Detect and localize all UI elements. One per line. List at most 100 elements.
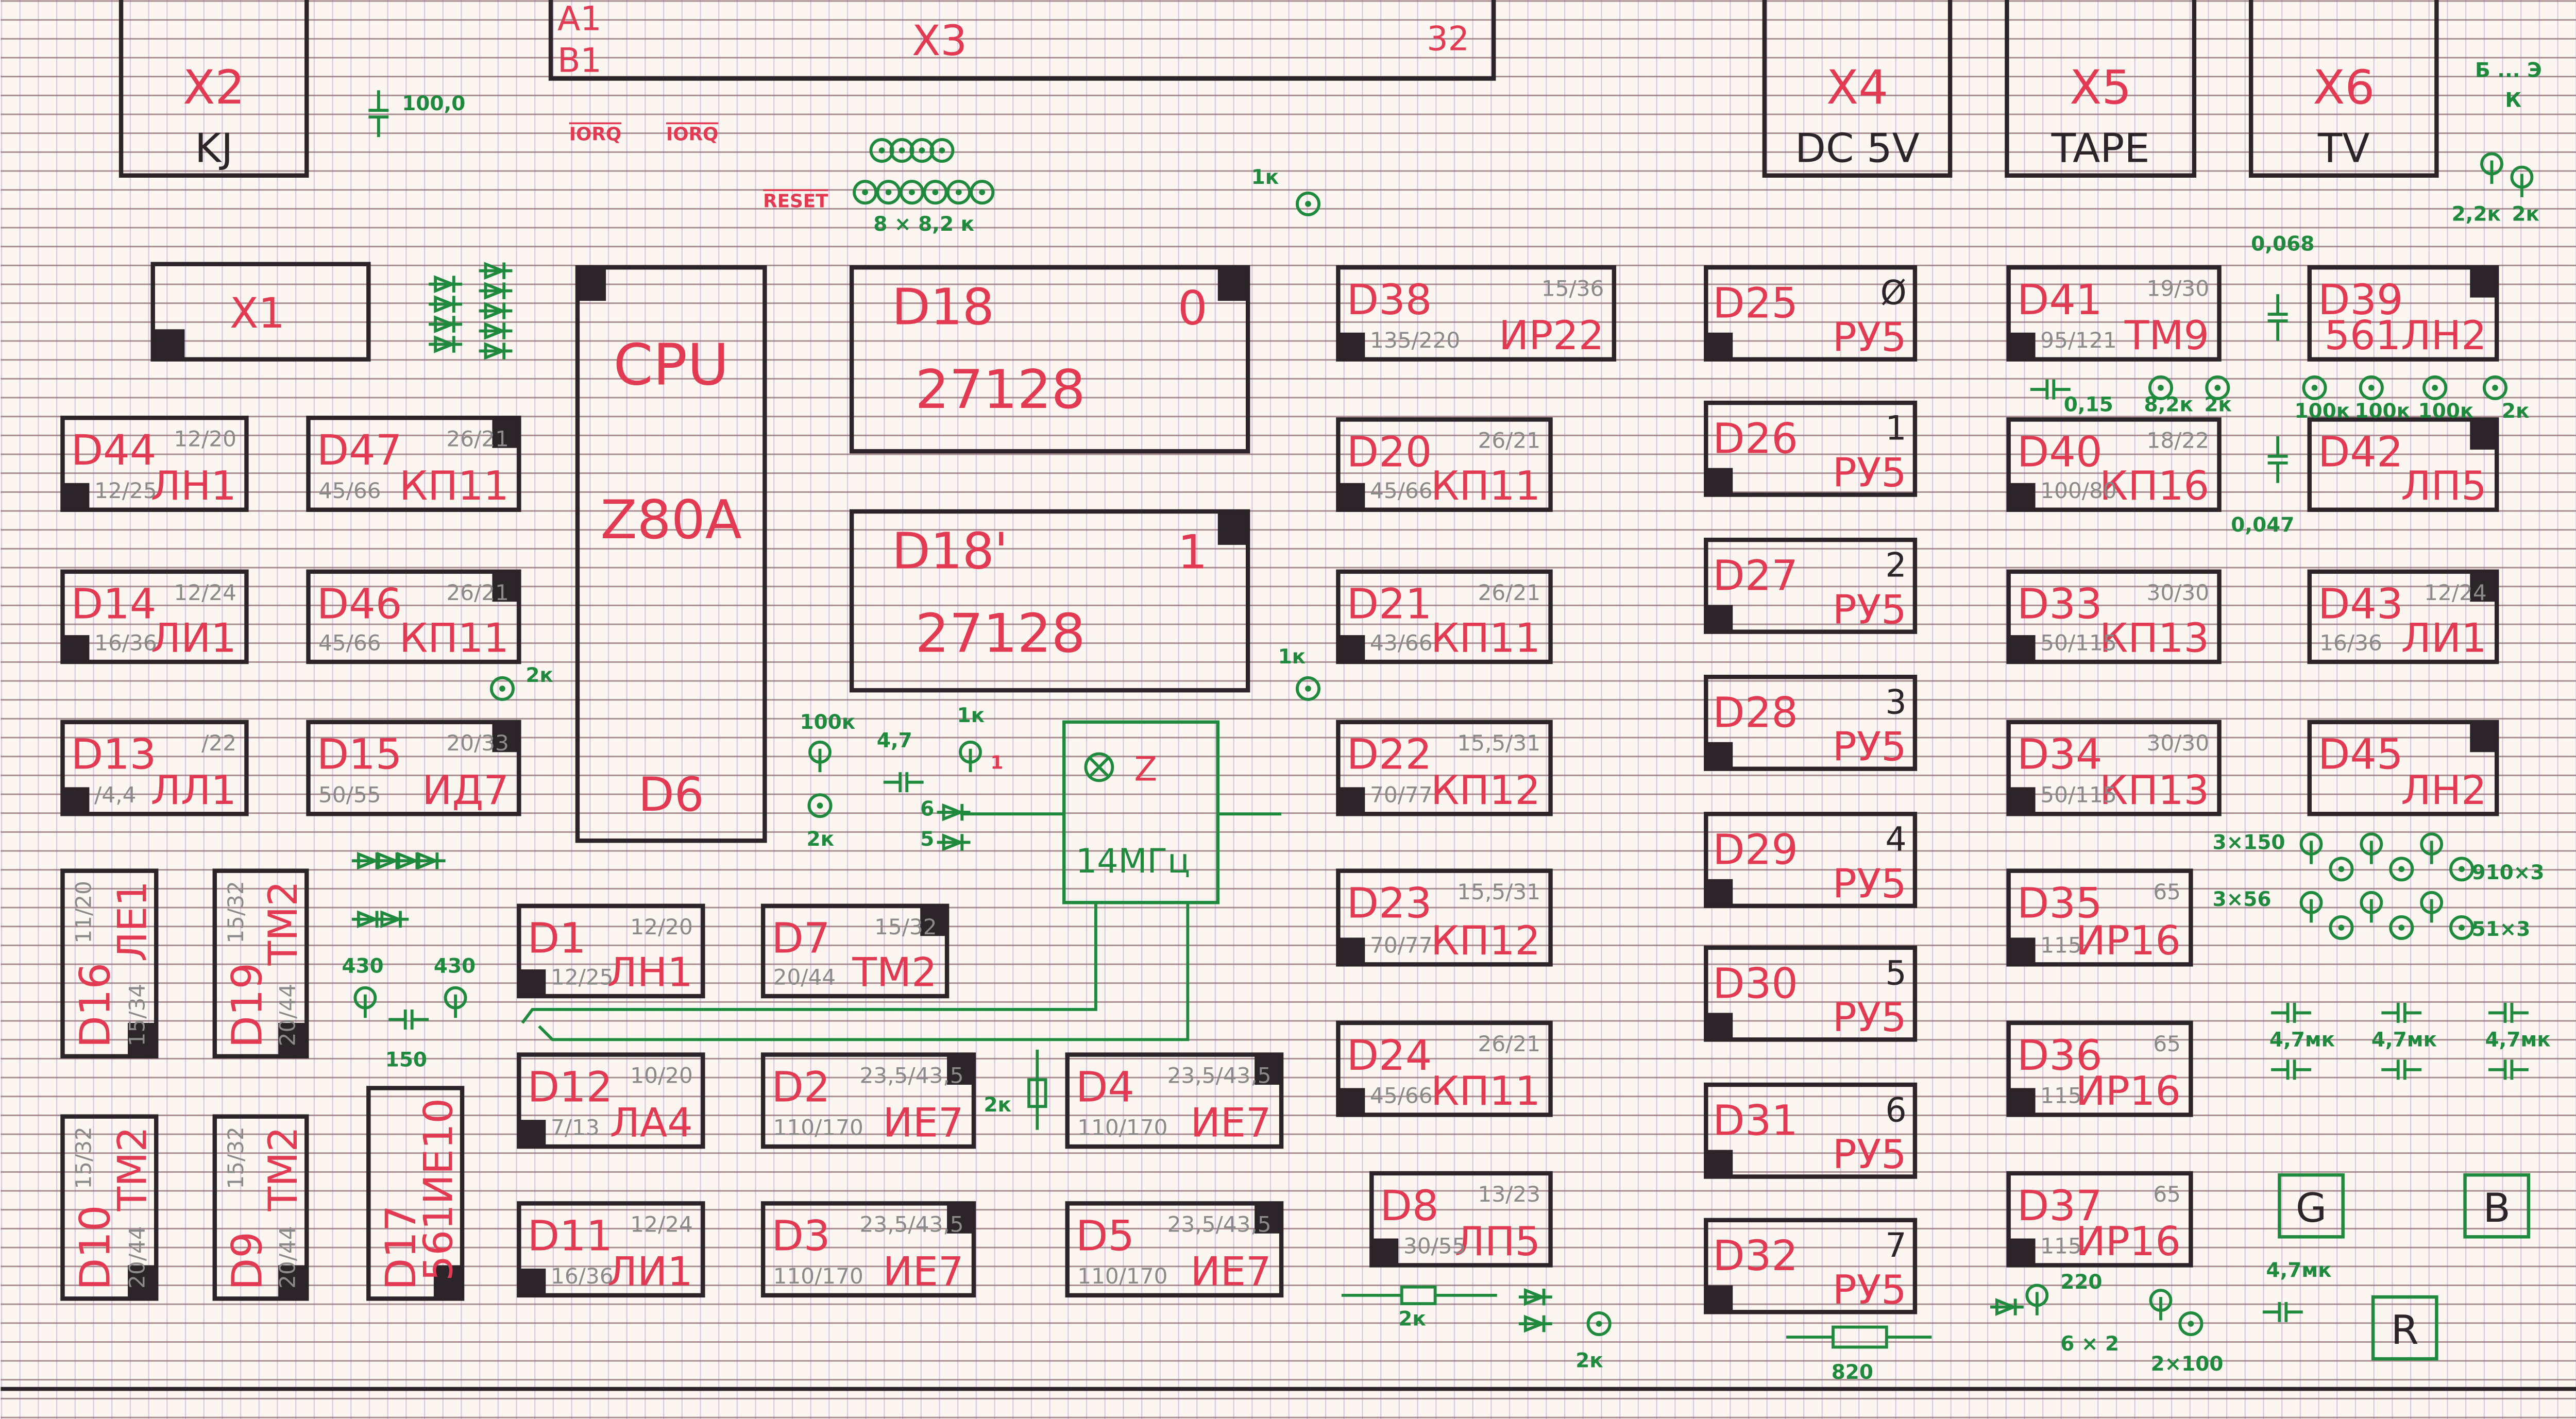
chip-top-value: 26/21: [1478, 1031, 1541, 1056]
chip-top-value: 26/21: [446, 426, 509, 451]
chip-ref: D31: [1713, 1097, 1798, 1145]
diode-icon: [479, 282, 513, 300]
chip-bottom-value: 110/170: [1077, 1263, 1167, 1289]
component-value-label: 3×56: [2213, 888, 2272, 911]
chip-ref: D25: [1713, 280, 1798, 328]
passive-components: [351, 90, 2534, 1349]
component-value-label: 430: [434, 955, 476, 978]
chip-ref: D32: [1713, 1232, 1798, 1280]
chip-ref: D2: [771, 1063, 830, 1112]
component-value-label: 1к: [1278, 645, 1306, 669]
connector-id: X1: [230, 289, 285, 338]
resistor-icon: [2510, 165, 2534, 197]
pin1-marker: [2008, 1238, 2036, 1266]
chip-bottom-value: 50/55: [318, 782, 381, 808]
rgb-pad-1: B: [2463, 1173, 2531, 1239]
cpu-ref: D6: [638, 768, 704, 822]
chip-d43: D43 12/24 ЛИ1 16/36: [2307, 569, 2499, 664]
chip-bottom-value: 70/77: [1370, 782, 1433, 808]
chip-type: ЛЛ1: [150, 767, 236, 814]
chip-type: ЛИ1: [607, 1249, 693, 1295]
component-value-label: 2,2к: [2452, 202, 2501, 226]
connector-id: X6: [2313, 61, 2375, 115]
component-value-label: 430: [342, 955, 383, 978]
chip-ref: D43: [2318, 580, 2403, 629]
chip-type: ЛП5: [2401, 463, 2487, 509]
chip-type: КП11: [399, 616, 509, 662]
bank-number: 4: [1885, 820, 1906, 859]
chip-ref: D8: [1380, 1182, 1439, 1230]
pad-icon: [2302, 375, 2327, 400]
chip-d7: D7 15/32 ТМ2 20/44: [760, 903, 950, 999]
chip-ref: D36: [2017, 1032, 2103, 1080]
chip-ref: D44: [71, 426, 157, 475]
chip-ref: D27: [1713, 552, 1798, 600]
pin1-marker: [1255, 1203, 1282, 1234]
chip-top-value: 15/32: [874, 914, 937, 939]
pad-icon: [1295, 676, 1321, 701]
pin1-marker: [492, 418, 519, 448]
pin1-marker: [62, 787, 90, 814]
component-value-label: 100к: [2354, 400, 2410, 423]
component-value-label: 4,7мк: [2266, 1259, 2331, 1282]
bank-number: 1: [1885, 409, 1906, 448]
chip-ref: D29: [1713, 826, 1798, 875]
pin1-marker: [2008, 483, 2036, 510]
chip-d3: D3 23,5/43,5 ИЕ7 110/170: [760, 1201, 976, 1298]
pad-icon: [2359, 375, 2384, 400]
chip-top-value: 12/20: [630, 914, 693, 939]
pin1-marker: [1338, 635, 1365, 662]
pad-icon: [1586, 1311, 1612, 1337]
diode-icon: [375, 910, 409, 929]
pad-icon: [923, 180, 948, 205]
chip-bottom-value: 20/44: [124, 1226, 149, 1289]
chip-type: ЛН1: [150, 463, 236, 509]
chip-top-value: 10/20: [630, 1063, 693, 1088]
chip-ref: D34: [2017, 731, 2103, 779]
chip-type: КП11: [1431, 616, 1540, 662]
pad-icon: [2482, 375, 2507, 400]
component-value-label: 51×3: [2472, 918, 2531, 941]
resistor-icon: [1786, 1325, 1932, 1349]
chip-top-value: 15/32: [223, 881, 248, 944]
diode-icon: [429, 315, 463, 333]
cpu-model: Z80A: [601, 489, 742, 551]
rom-ref: D18: [892, 278, 994, 336]
chip-ref: D4: [1076, 1063, 1134, 1112]
pin1-marker: [62, 635, 90, 662]
chip-bottom-value: 45/66: [318, 478, 381, 503]
pin1-marker: [492, 571, 519, 602]
component-value-label: 100к: [2418, 400, 2474, 423]
resistor-icon: [2025, 1284, 2049, 1315]
component-value-label: 150: [385, 1048, 427, 1071]
pad-icon: [909, 138, 935, 163]
connector-label: KJ: [195, 126, 233, 172]
capacitor-icon: [2030, 379, 2071, 400]
component-value-label: 2к: [1575, 1349, 1603, 1372]
pin1-marker: [1338, 787, 1365, 814]
pad-icon: [929, 138, 955, 163]
chip-bottom-value: 115: [2040, 933, 2082, 958]
chip-top-value: 15,5/31: [1457, 879, 1540, 904]
pad-icon: [2449, 915, 2475, 940]
chip-bottom-value: 50/115: [2040, 630, 2116, 655]
chip-bottom-value: 135/220: [1370, 328, 1460, 353]
pad-icon: [2449, 857, 2475, 882]
component-value-label: 2к: [1398, 1307, 1426, 1330]
chip-type: 561ИЕ10: [416, 1098, 462, 1281]
chip-ref: D9: [224, 1232, 272, 1290]
component-value-label: 2к: [807, 828, 835, 851]
pin1-marker: [2008, 635, 2036, 662]
bank-number: 2: [1885, 546, 1906, 585]
capacitor-icon: [2488, 1002, 2529, 1023]
chip-bottom-value: 16/36: [94, 630, 157, 655]
chip-type: ИД7: [422, 767, 509, 814]
rgb-label: B: [2483, 1185, 2510, 1232]
chip-type: ЛН2: [2401, 767, 2487, 814]
